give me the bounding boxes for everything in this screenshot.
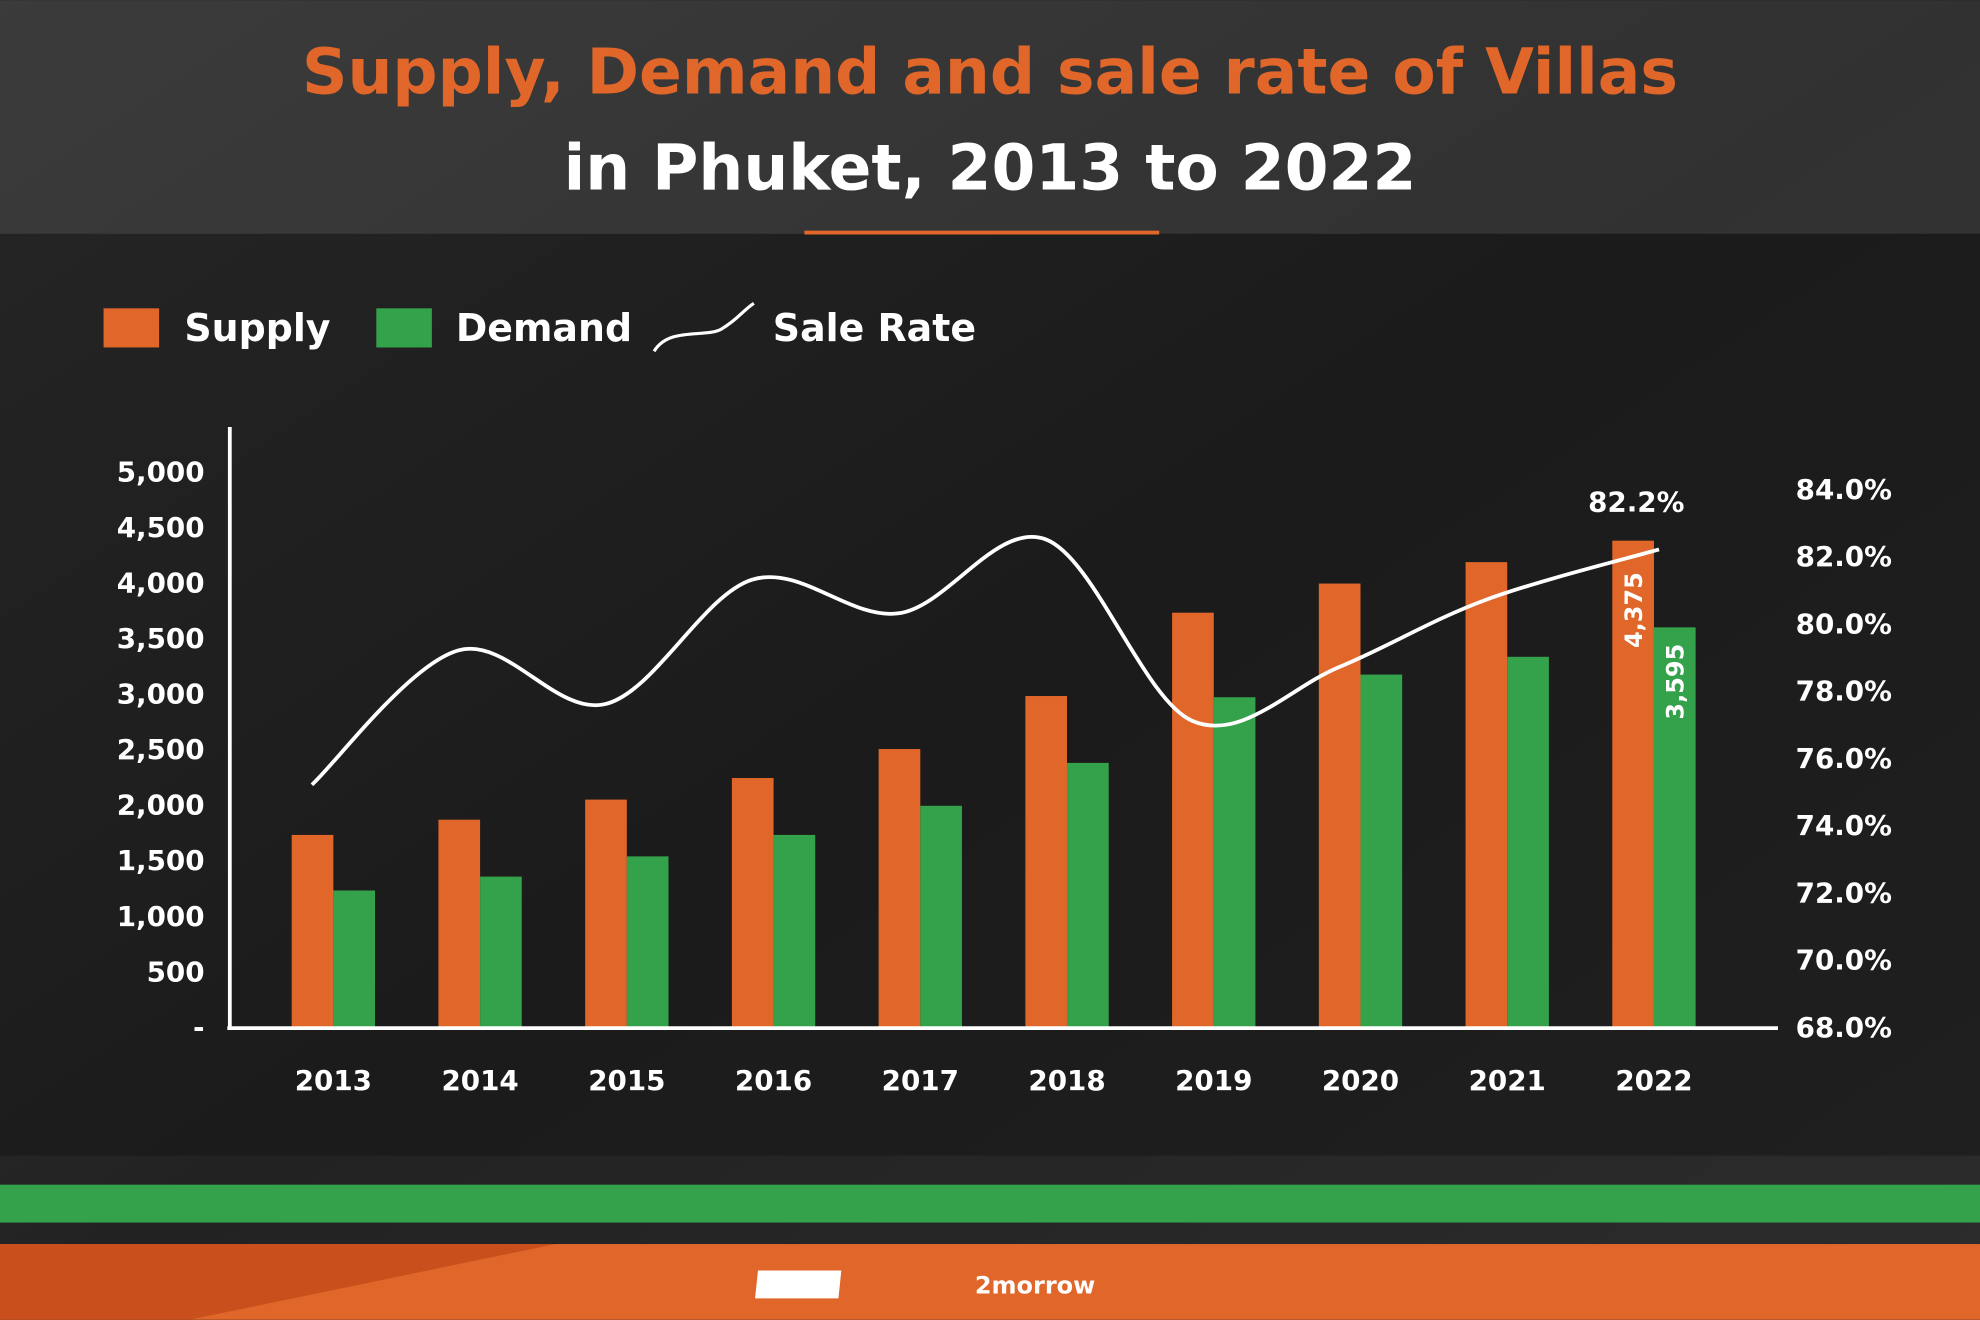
left-axis-tick-label: 5,000 [117,455,205,488]
left-axis-tick-label: 1,500 [117,844,205,877]
x-axis-tick-label: 2018 [1028,1064,1105,1097]
bar-supply [1172,612,1214,1027]
legend-label-supply: Supply [184,306,330,350]
bar-demand [773,834,816,1027]
right-axis-tick-label: 70.0% [1796,944,1892,977]
x-axis-tick-label: 2021 [1469,1064,1546,1097]
brand-logo: prop 2morrow [755,1270,1095,1299]
left-axis-tick-label: 1,000 [117,900,205,933]
bar-supply [1025,696,1068,1027]
legend-label-demand: Demand [456,306,632,350]
legend-label-sale-rate: Sale Rate [773,306,976,350]
bar-demand [1360,674,1403,1027]
left-axis-tick-label: 3,000 [117,678,205,711]
legend: Supply Demand Sale Rate [103,301,976,353]
left-axis-tick-label: 3,500 [117,622,205,655]
svg-text:prop: prop [895,1271,958,1299]
bar-demand [333,890,376,1027]
bar-demand [1213,697,1256,1027]
chart-title-line2: in Phuket, 2013 to 2022 [564,131,1417,205]
bar-supply [585,799,627,1027]
right-axis-tick-label: 80.0% [1796,607,1892,640]
right-axis-tick-label: 82.0% [1796,540,1892,573]
bar-demand [1507,656,1549,1027]
line-sale-rate [310,535,1660,787]
chart-title-line1: Supply, Demand and sale rate of Villas [302,35,1678,109]
bar-supply [1465,562,1508,1027]
right-axis-tick-label: 72.0% [1796,876,1892,909]
x-axis-tick-label: 2017 [882,1064,959,1097]
right-axis-tick-label: 84.0% [1796,473,1892,506]
left-axis-tick-label: 500 [147,955,205,988]
x-axis-tick-label: 2022 [1615,1064,1692,1097]
header-band [0,0,1980,234]
bar-demand [920,805,962,1027]
right-axis-tick-label: 76.0% [1796,742,1892,775]
bar-supply [878,749,921,1027]
footer-accent [0,1244,556,1320]
data-label-supply: 4,375 [1620,572,1648,648]
data-label-demand: 3,595 [1662,644,1690,720]
legend-swatch-supply [103,308,160,348]
right-axis-tick-label: 78.0% [1796,675,1892,708]
x-axis-tick-label: 2016 [735,1064,812,1097]
bar-supply [291,834,334,1027]
left-axis-tick-label: 2,500 [117,733,205,766]
x-axis-tick-label: 2015 [588,1064,665,1097]
bar-supply [1612,540,1654,1027]
legend-line-sale-rate [652,301,755,353]
right-axis-tick-label: 68.0% [1796,1011,1892,1044]
bar-demand [626,856,669,1027]
left-axis-tick-label: - [193,1011,205,1044]
bar-supply [438,819,481,1027]
bar-demand [480,876,522,1027]
x-axis-tick-label: 2019 [1175,1064,1252,1097]
bar-supply [1318,583,1361,1027]
left-axis-tick-label: 4,500 [117,511,205,544]
x-axis-tick-label: 2020 [1322,1064,1399,1097]
bar-demand [1067,762,1109,1027]
left-axis-tick-label: 2,000 [117,789,205,822]
left-axis-tick-label: 4,000 [117,566,205,599]
bar-supply [731,778,774,1027]
green-stripe [0,1184,1980,1223]
right-axis-tick-label: 74.0% [1796,809,1892,842]
legend-swatch-demand [376,308,432,348]
data-label-sale-rate: 82.2% [1588,486,1684,519]
x-axis-tick-label: 2014 [441,1064,518,1097]
svg-text:2morrow: 2morrow [975,1271,1095,1299]
bar-demand [1653,627,1696,1027]
x-axis-tick-label: 2013 [295,1064,372,1097]
